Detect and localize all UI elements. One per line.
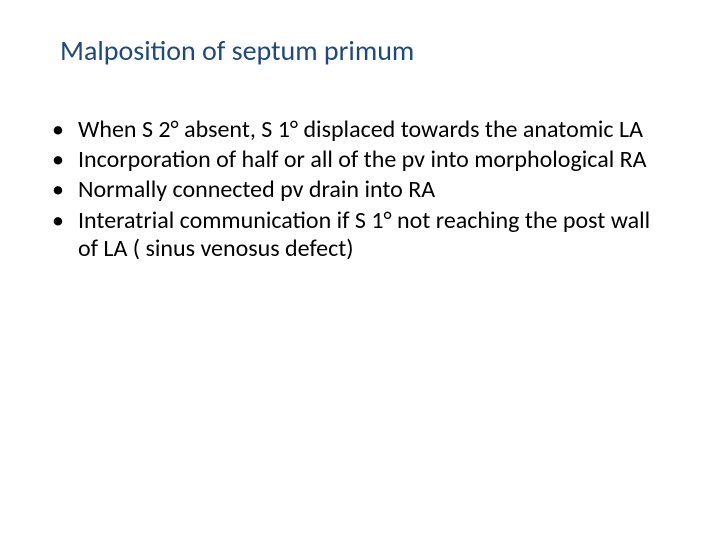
list-item: Interatrial communication if S 1° not re… — [48, 207, 672, 264]
slide: Malposition of septum primum When S 2° a… — [0, 0, 720, 540]
list-item: Incorporation of half or all of the pv i… — [48, 146, 672, 174]
bullet-list: When S 2° absent, S 1° displaced towards… — [48, 116, 672, 264]
list-item: When S 2° absent, S 1° displaced towards… — [48, 116, 672, 144]
list-item: Normally connected pv drain into RA — [48, 176, 672, 204]
slide-title: Malposition of septum primum — [60, 34, 672, 68]
